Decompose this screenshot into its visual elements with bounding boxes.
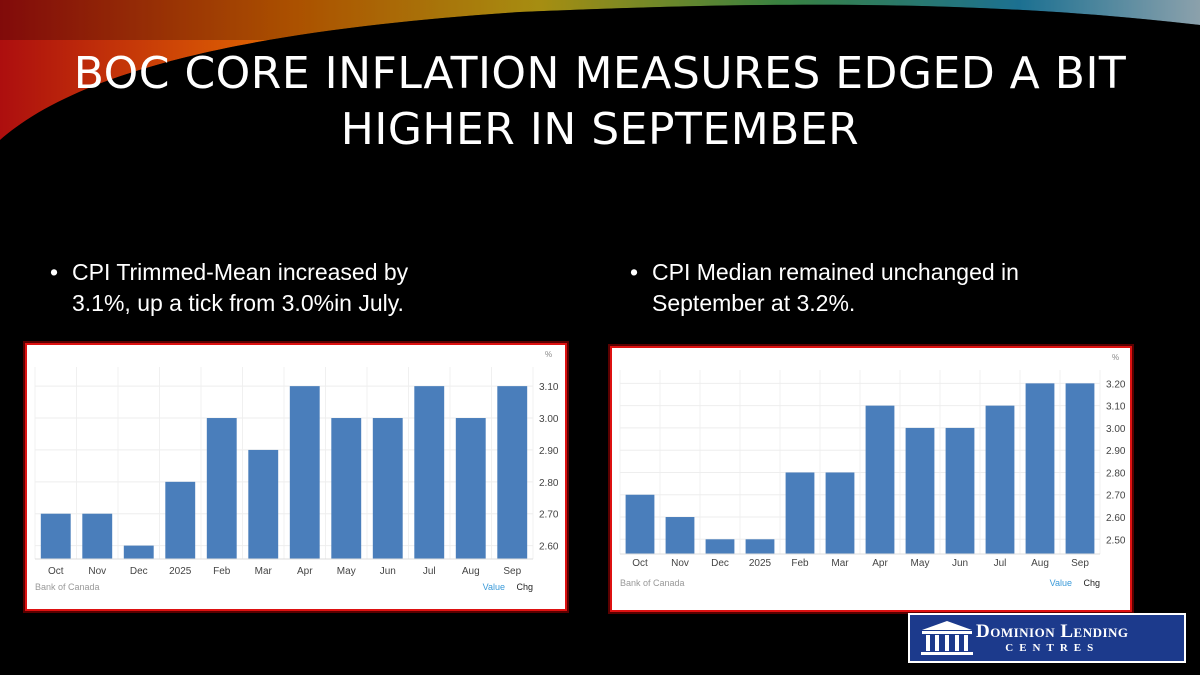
x-tick-label: Aug (462, 566, 480, 577)
y-tick-label: 2.90 (539, 446, 559, 457)
bar-Mar (825, 472, 855, 554)
x-tick-label: 2025 (749, 558, 772, 569)
bar-Aug (455, 418, 486, 559)
chart-trimmed-mean: 2.60 2.70 2.80 2.90 3.00 3.10% Oct Nov Dec 2025 Fe… (23, 341, 569, 613)
y-tick-label: 3.00 (1106, 424, 1126, 435)
x-tick-label: May (337, 566, 356, 577)
x-tick-label: Sep (1071, 558, 1089, 569)
x-tick-label: Feb (791, 558, 809, 569)
bar-Nov (665, 517, 695, 554)
bullet-text: September at 3.2%. (652, 290, 856, 316)
bar-Jun (945, 427, 975, 554)
x-tick-label: Mar (255, 566, 273, 577)
building-icon (921, 621, 973, 655)
x-tick-label: Oct (632, 558, 648, 569)
x-tick-label: Jun (380, 566, 396, 577)
unit-label: % (545, 350, 552, 359)
x-tick-label: Nov (88, 566, 106, 577)
bar-2025 (165, 481, 196, 559)
chart-svg: 2.50 2.60 2.70 2.80 2.90 3.00 3.10 3.20% Oct Nov D… (619, 353, 1126, 588)
y-tick-label: 2.50 (1106, 535, 1126, 546)
bar-Jul (985, 405, 1015, 554)
chart-median: 2.50 2.60 2.70 2.80 2.90 3.00 3.10 3.20% Oct Nov D… (608, 344, 1134, 614)
y-tick-label: 2.80 (539, 478, 559, 489)
bar-May (905, 427, 935, 554)
x-tick-label: Nov (671, 558, 689, 569)
y-tick-label: 3.00 (539, 414, 559, 425)
y-tick-label: 3.20 (1106, 379, 1126, 390)
dominion-lending-logo: Dominion Lending CENTRES (908, 613, 1186, 663)
y-tick-label: 2.80 (1106, 468, 1126, 479)
y-tick-label: 2.70 (539, 510, 559, 521)
bar-Sep (1065, 383, 1095, 554)
bar-Oct (40, 513, 71, 559)
x-tick-label: Jun (952, 558, 968, 569)
bar-Jun (372, 418, 403, 559)
title-line-2: HIGHER IN SEPTEMBER (340, 104, 860, 155)
x-tick-label: Feb (213, 566, 231, 577)
x-tick-label: 2025 (169, 566, 192, 577)
bar-Sep (497, 386, 528, 559)
x-tick-label: May (911, 558, 930, 569)
toggle-chg[interactable]: Chg (516, 582, 533, 592)
logo-text: Dominion Lending (976, 621, 1129, 642)
bar-Jul (414, 386, 445, 559)
x-tick-label: Mar (831, 558, 849, 569)
y-tick-label: 2.60 (1106, 513, 1126, 524)
logo-subtext: CENTRES (1005, 642, 1100, 654)
x-tick-label: Jul (994, 558, 1007, 569)
bar-Oct (625, 494, 655, 554)
bar-Mar (248, 449, 279, 559)
y-tick-label: 2.70 (1106, 491, 1126, 502)
y-tick-label: 2.60 (539, 542, 559, 553)
bar-Dec (123, 545, 154, 559)
x-tick-label: Jul (423, 566, 436, 577)
bullet-icon: • (50, 259, 59, 285)
source-label: Bank of Canada (620, 578, 685, 588)
bar-2025 (745, 539, 775, 554)
toggle-chg[interactable]: Chg (1083, 578, 1100, 588)
bar-May (331, 418, 362, 559)
chart-svg: 2.60 2.70 2.80 2.90 3.00 3.10% Oct Nov Dec 2025 Fe… (34, 350, 559, 592)
bullet-text: 3.1%, up a tick from 3.0%in July. (72, 290, 404, 316)
bar-Feb (206, 418, 237, 559)
y-tick-label: 3.10 (539, 382, 559, 393)
x-tick-label: Apr (297, 566, 313, 577)
bullet-text: CPI Trimmed-Mean increased by (72, 259, 409, 285)
x-tick-label: Dec (130, 566, 148, 577)
title-line-1: BOC CORE INFLATION MEASURES EDGED A BIT (73, 48, 1127, 99)
bullet-median: • CPI Median remained unchanged in Septe… (630, 257, 1019, 319)
bar-Apr (289, 386, 320, 559)
toggle-value[interactable]: Value (483, 582, 505, 592)
bar-Aug (1025, 383, 1055, 554)
bullet-icon: • (630, 259, 639, 285)
toggle-value[interactable]: Value (1050, 578, 1072, 588)
x-tick-label: Oct (48, 566, 64, 577)
bullet-trimmed-mean: • CPI Trimmed-Mean increased by 3.1%, up… (50, 257, 409, 319)
bar-Feb (785, 472, 815, 554)
y-tick-label: 2.90 (1106, 446, 1126, 457)
bar-Dec (705, 539, 735, 554)
x-tick-label: Dec (711, 558, 729, 569)
bar-Apr (865, 405, 895, 554)
bullet-text: CPI Median remained unchanged in (652, 259, 1019, 285)
source-label: Bank of Canada (35, 582, 100, 592)
x-tick-label: Aug (1031, 558, 1049, 569)
unit-label: % (1112, 353, 1119, 362)
bar-Nov (82, 513, 113, 559)
y-tick-label: 3.10 (1106, 402, 1126, 413)
slide-title: BOC CORE INFLATION MEASURES EDGED A BIT … (0, 46, 1200, 158)
decorative-swoosh (0, 0, 1200, 140)
x-tick-label: Sep (503, 566, 521, 577)
x-tick-label: Apr (872, 558, 888, 569)
